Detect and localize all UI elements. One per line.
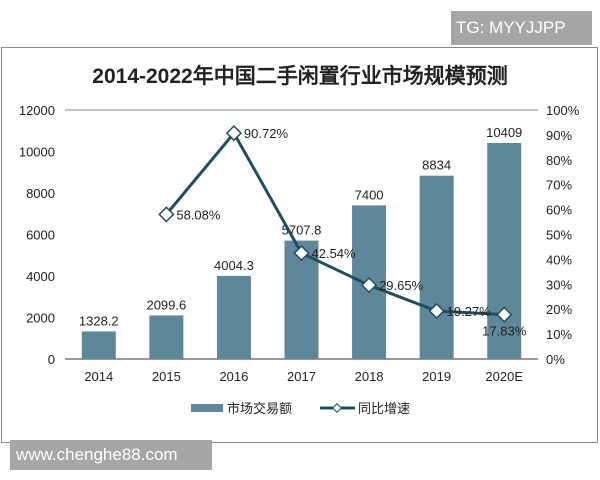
watermark-top: TG: MYYJJPP [451,11,592,45]
bar-2019 [419,175,454,359]
y-right-tick: 20% [546,302,572,317]
bar-label: 4004.3 [214,258,254,273]
growth-point-2017 [293,244,310,262]
y-left-tick: 4000 [26,269,55,284]
growth-point-2019 [428,302,445,320]
x-tick: 2017 [287,369,316,384]
bar-label: 7400 [355,187,384,202]
bar-label: 2099.6 [146,297,186,312]
bar-2015 [149,315,184,359]
legend-line-label: 同比增速 [358,401,410,416]
y-right-tick: 60% [546,203,572,218]
x-tick: 2016 [219,369,248,384]
growth-line [165,130,505,317]
growth-label: 90.72% [244,126,289,141]
growth-label: 29.65% [379,278,424,293]
bar-2020E [487,143,522,359]
y-right-tick: 70% [546,178,572,193]
y-right-tick: 40% [546,252,572,267]
bar-2016 [216,275,251,359]
growth-label: 58.08% [176,207,221,222]
x-tick: 2020E [485,369,523,384]
growth-label: 17.83% [482,324,527,339]
chart-title: 2014-2022年中国二手闲置行业市场规模预测 [92,65,508,88]
y-right-tick: 0% [546,352,565,367]
y-left-tick: 0 [48,352,55,367]
y-left-tick: 2000 [26,311,55,326]
y-right-tick: 10% [546,327,572,342]
bar-label: 8834 [422,158,451,173]
growth-point-2015 [158,206,175,223]
y-right-tick: 90% [546,128,572,143]
y-right-tick: 30% [546,277,572,292]
y-right-tick: 50% [546,228,572,243]
y-left-tick: 8000 [26,186,55,201]
legend-bar-label: 市场交易额 [227,401,292,416]
y-left-tick: 12000 [19,103,55,118]
growth-point-2018 [360,277,378,294]
y-right-tick: 100% [546,103,580,118]
growth-point-2020E [496,306,513,323]
x-tick: 2019 [422,369,451,384]
bar-2014 [81,331,116,359]
growth-point-2016 [225,124,243,142]
x-tick: 2014 [84,369,113,384]
x-tick: 2015 [152,369,181,384]
legend-bar-swatch [191,404,223,412]
y-left-tick: 6000 [26,228,55,243]
growth-label: 42.54% [312,246,357,261]
chart-frame [1,47,598,443]
legend-line-marker [332,403,342,413]
bar-label: 1328.2 [79,313,119,328]
y-right-tick: 80% [546,153,572,168]
x-tick: 2018 [355,369,384,384]
bar-label: 10409 [486,125,522,140]
y-left-tick: 10000 [19,145,55,160]
watermark-bottom: www.chenghe88.com [10,440,212,470]
growth-label: 19.27% [447,304,492,319]
